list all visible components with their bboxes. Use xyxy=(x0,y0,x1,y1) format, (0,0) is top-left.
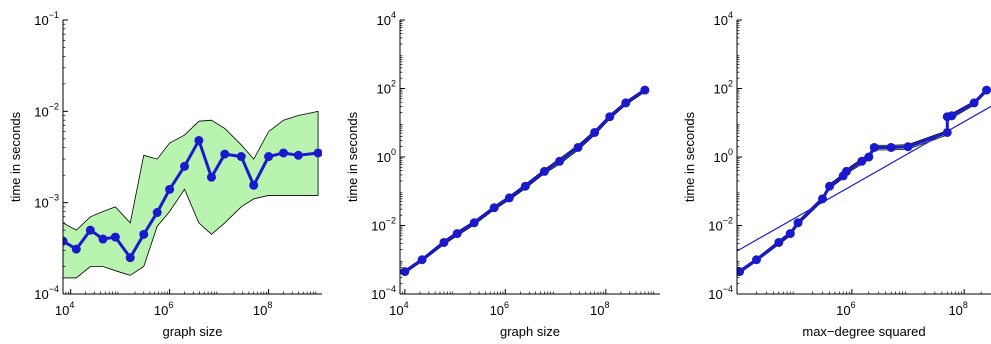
data-point xyxy=(152,208,162,218)
y-tick-label: 10−2 xyxy=(371,216,396,234)
y-tick-label: 102 xyxy=(714,79,733,97)
x-tick-label: 108 xyxy=(253,300,272,318)
data-point xyxy=(857,156,867,166)
data-point xyxy=(520,181,530,191)
y-tick-label: 10−2 xyxy=(708,216,733,234)
y-tick-label: 10−4 xyxy=(708,284,733,302)
y-axis-label: time in seconds xyxy=(682,111,697,202)
y-tick-label: 10−4 xyxy=(34,284,59,302)
x-tick-label: 106 xyxy=(154,300,173,318)
y-axis-label: time in seconds xyxy=(8,111,23,202)
data-point xyxy=(825,181,835,191)
data-point xyxy=(751,255,761,265)
data-point xyxy=(165,184,175,194)
y-tick-label: 100 xyxy=(714,147,733,165)
y-tick-label: 10−4 xyxy=(371,284,396,302)
data-point xyxy=(886,142,896,152)
data-point xyxy=(969,98,979,108)
x-tick-label: 104 xyxy=(389,300,408,318)
chart-panel-1: 10−4 10−3 10−2 10−1 104 106 108 graph size time … xyxy=(8,10,322,339)
data-point xyxy=(947,111,957,121)
fit-line xyxy=(737,105,991,252)
data-point xyxy=(841,166,851,176)
y-tick-label: 104 xyxy=(714,10,733,28)
data-point xyxy=(417,255,427,265)
x-axis-label: graph size xyxy=(163,324,223,339)
x-tick-label: 106 xyxy=(490,300,509,318)
data-point xyxy=(206,172,216,182)
data-point xyxy=(194,135,204,145)
data-point xyxy=(774,237,784,247)
y-tick-label: 104 xyxy=(377,10,396,28)
data-point xyxy=(439,237,449,247)
x-tick-label: 108 xyxy=(948,300,967,318)
data-point xyxy=(98,234,108,244)
data-point xyxy=(139,229,149,239)
data-point xyxy=(85,225,95,235)
y-axis-label: time in seconds xyxy=(345,111,360,202)
x-tick-label: 106 xyxy=(836,300,855,318)
chart-panel-3: 10−4 10−2 100 102 104 106 108 max−degree square… xyxy=(682,10,991,339)
x-axis-label: graph size xyxy=(500,324,560,339)
data-point xyxy=(264,152,274,162)
data-point xyxy=(220,149,230,159)
plot-area xyxy=(400,85,650,277)
data-point xyxy=(621,98,631,108)
x-tick-label: 108 xyxy=(590,300,609,318)
data-point xyxy=(539,166,549,176)
chart-panel-2: 10−4 10−2 100 102 104 104 106 108 graph size time… xyxy=(345,10,660,339)
data-point xyxy=(249,180,259,190)
data-point xyxy=(313,148,322,158)
data-point xyxy=(785,229,795,239)
x-tick-label: 104 xyxy=(55,300,74,318)
range-band xyxy=(63,110,319,279)
y-tick-label: 10−3 xyxy=(34,193,59,211)
data-point xyxy=(180,161,190,171)
plot-area xyxy=(63,110,322,279)
data-point xyxy=(869,142,879,152)
data-point xyxy=(110,232,120,242)
y-tick-label: 10−1 xyxy=(34,10,59,28)
data-point xyxy=(903,142,913,152)
data-point xyxy=(590,127,600,137)
data-point xyxy=(236,152,246,162)
data-point xyxy=(942,127,952,137)
y-tick-label: 102 xyxy=(377,79,396,97)
data-point xyxy=(452,229,462,239)
data-point xyxy=(278,148,288,158)
data-point xyxy=(605,112,615,122)
data-point xyxy=(125,253,135,263)
data-point xyxy=(982,85,991,95)
data-point xyxy=(640,85,650,95)
data-point xyxy=(737,267,745,277)
data-point xyxy=(71,244,81,254)
data-point xyxy=(793,218,803,228)
data-point xyxy=(400,267,410,277)
plot-area xyxy=(737,85,991,277)
data-point xyxy=(504,193,514,203)
x-axis-label: max−degree squared xyxy=(802,324,925,339)
y-tick-label: 10−2 xyxy=(34,101,59,119)
data-point xyxy=(489,203,499,213)
y-tick-label: 100 xyxy=(377,147,396,165)
data-point xyxy=(818,194,828,204)
data-point xyxy=(573,142,583,152)
data-point xyxy=(469,218,479,228)
data-point xyxy=(293,150,303,160)
data-point xyxy=(555,156,565,166)
data-point xyxy=(864,152,874,162)
